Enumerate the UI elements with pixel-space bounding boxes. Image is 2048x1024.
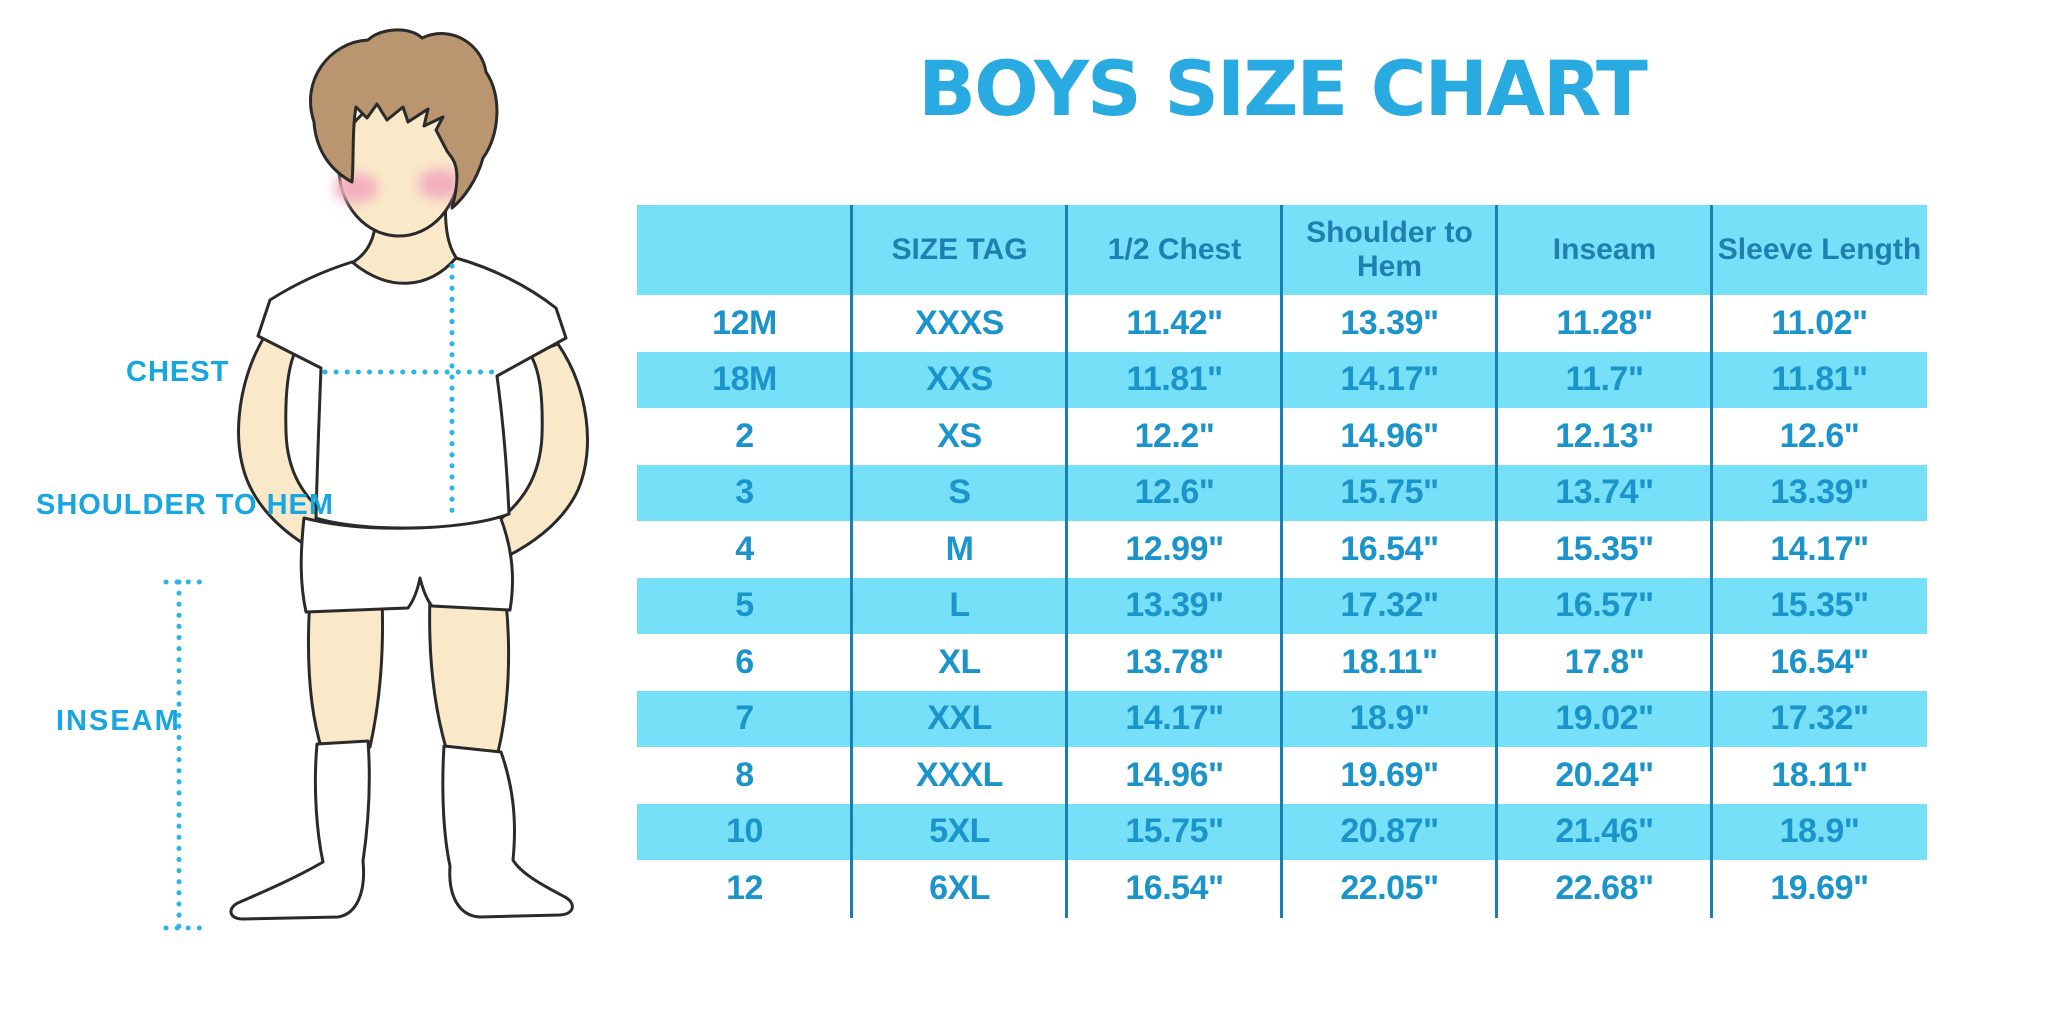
table-cell: 15.75" xyxy=(1125,812,1224,851)
table-cell: 11.81" xyxy=(1126,360,1223,399)
table-cell: XS xyxy=(937,416,982,455)
page-title: BOYS SIZE CHART xyxy=(918,44,1648,133)
table-cell: 22.05" xyxy=(1340,868,1439,907)
table-cell: 4 xyxy=(735,529,754,568)
column-header: SIZE TAG xyxy=(891,233,1028,267)
table-cell: 14.96" xyxy=(1340,416,1439,455)
table-cell: XXS xyxy=(926,360,993,399)
table-row: 6 XL 13.78" 18.11" 17.8" 16.54" xyxy=(637,634,1927,691)
column-divider xyxy=(1280,205,1283,918)
table-cell: 2 xyxy=(735,416,754,455)
table-cell: M xyxy=(945,529,974,568)
table-cell: 13.74" xyxy=(1555,473,1654,512)
left-blush xyxy=(334,173,378,203)
table-cell: 10 xyxy=(726,812,763,851)
table-cell: 5 xyxy=(735,586,754,625)
table-cell: 17.8" xyxy=(1564,642,1645,681)
column-divider xyxy=(1065,205,1068,918)
column-header: 1/2 Chest xyxy=(1107,233,1242,267)
table-cell: 12.99" xyxy=(1125,529,1224,568)
table-cell: 17.32" xyxy=(1770,699,1869,738)
table-cell: 16.54" xyxy=(1340,529,1439,568)
table-cell: 14.96" xyxy=(1125,755,1224,794)
column-header xyxy=(637,205,852,295)
column-divider xyxy=(1495,205,1498,918)
table-cell: 12.2" xyxy=(1134,416,1215,455)
table-cell: 7 xyxy=(735,699,754,738)
inseam-label: INSEAM xyxy=(56,705,181,737)
right-sock xyxy=(441,744,574,919)
shoulder-to-hem-label: SHOULDER TO HEM xyxy=(36,489,335,521)
table-cell: 22.68" xyxy=(1555,868,1654,907)
table-cell: 11.42" xyxy=(1126,303,1223,342)
table-cell: 12M xyxy=(712,303,777,342)
right-leg xyxy=(428,594,511,754)
table-cell: 14.17" xyxy=(1340,360,1439,399)
table-cell: L xyxy=(949,586,970,625)
right-blush xyxy=(418,169,462,199)
table-cell: 16.54" xyxy=(1770,642,1869,681)
boy-figure-illustration xyxy=(163,28,589,931)
table-cell: 11.28" xyxy=(1556,303,1653,342)
table-row: 12 6XL 16.54" 22.05" 22.68" 19.69" xyxy=(637,860,1927,917)
table-cell: 19.69" xyxy=(1770,868,1869,907)
table-cell: 18.9" xyxy=(1779,812,1860,851)
table-cell: 21.46" xyxy=(1555,812,1654,851)
table-cell: XXXS xyxy=(915,303,1004,342)
table-cell: 11.7" xyxy=(1565,360,1644,399)
left-leg xyxy=(307,596,384,752)
table-cell: 11.02" xyxy=(1771,303,1868,342)
table-cell: XXL xyxy=(927,699,992,738)
table-cell: 8 xyxy=(735,755,754,794)
table-cell: 13.78" xyxy=(1125,642,1224,681)
table-cell: XL xyxy=(938,642,981,681)
table-cell: 13.39" xyxy=(1125,586,1224,625)
table-row: 12M XXXS 11.42" 13.39" 11.28" 11.02" xyxy=(637,295,1927,352)
table-cell: 18.9" xyxy=(1349,699,1430,738)
table-row: 4 M 12.99" 16.54" 15.35" 14.17" xyxy=(637,521,1927,578)
table-cell: 18.11" xyxy=(1771,755,1868,794)
table-cell: 18M xyxy=(712,360,777,399)
size-table: SIZE TAG 1/2 Chest Shoulder to Hem Inseam Sl… xyxy=(637,205,1927,919)
table-cell: S xyxy=(948,473,971,512)
table-cell: 15.35" xyxy=(1770,586,1869,625)
left-sock xyxy=(229,739,371,921)
column-divider xyxy=(850,205,853,918)
table-cell: 20.24" xyxy=(1555,755,1654,794)
table-cell: 11.81" xyxy=(1771,360,1868,399)
table-cell: 12.13" xyxy=(1555,416,1654,455)
table-cell: 12.6" xyxy=(1779,416,1860,455)
table-cell: 19.02" xyxy=(1555,699,1654,738)
table-row: 8 XXXL 14.96" 19.69" 20.24" 18.11" xyxy=(637,747,1927,804)
column-header: Sleeve Length xyxy=(1717,233,1922,267)
table-cell: 14.17" xyxy=(1770,529,1869,568)
table-cell: 17.32" xyxy=(1340,586,1439,625)
table-cell: 13.39" xyxy=(1340,303,1439,342)
hair xyxy=(309,28,499,210)
t-shirt xyxy=(256,256,568,530)
table-row: 2 XS 12.2" 14.96" 12.13" 12.6" xyxy=(637,408,1927,465)
table-cell: 15.35" xyxy=(1555,529,1654,568)
table-cell: 16.54" xyxy=(1125,868,1224,907)
table-cell: 15.75" xyxy=(1340,473,1439,512)
table-cell: 14.17" xyxy=(1125,699,1224,738)
table-cell: 19.69" xyxy=(1340,755,1439,794)
table-cell: 20.87" xyxy=(1340,812,1439,851)
table-cell: 12 xyxy=(726,868,763,907)
chest-label: CHEST xyxy=(126,356,230,388)
table-cell: 18.11" xyxy=(1341,642,1438,681)
table-cell: 12.6" xyxy=(1134,473,1215,512)
table-cell: 6XL xyxy=(929,868,990,907)
column-header: Shoulder to Hem xyxy=(1306,216,1473,283)
column-header: Inseam xyxy=(1552,233,1657,267)
table-cell: XXXL xyxy=(916,755,1003,794)
table-cell: 3 xyxy=(735,473,754,512)
shorts xyxy=(299,514,515,614)
column-divider xyxy=(1710,205,1713,918)
table-cell: 13.39" xyxy=(1770,473,1869,512)
table-cell: 6 xyxy=(735,642,754,681)
table-cell: 5XL xyxy=(929,812,990,851)
table-cell: 16.57" xyxy=(1555,586,1654,625)
